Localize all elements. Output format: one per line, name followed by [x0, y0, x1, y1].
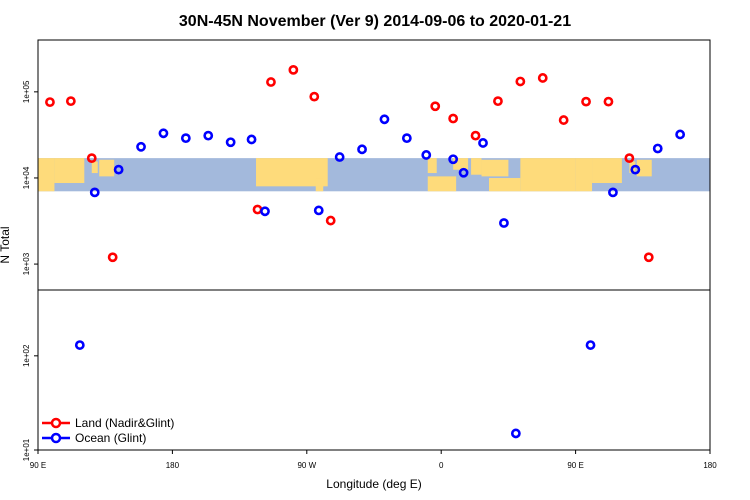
- point-ocean: [357, 144, 367, 155]
- point-land: [45, 97, 55, 108]
- point-ocean: [334, 152, 345, 162]
- point-land: [309, 91, 320, 102]
- y-tick-label: 1e+01: [22, 438, 31, 461]
- point-ocean: [608, 187, 618, 198]
- point-ocean: [313, 205, 324, 216]
- land-north-africa: [427, 176, 457, 192]
- point-land: [107, 252, 118, 263]
- land-north-america-florida: [315, 178, 324, 192]
- point-land: [493, 96, 503, 107]
- land-italy: [453, 158, 469, 170]
- point-land: [325, 215, 336, 226]
- point-ocean: [74, 340, 85, 350]
- point-land: [430, 101, 441, 112]
- x-tick-label: 180: [703, 461, 717, 470]
- x-tick-label: 0: [439, 461, 444, 470]
- point-land: [288, 64, 299, 75]
- y-tick-label: 1e+04: [22, 166, 31, 189]
- point-ocean: [499, 218, 509, 228]
- legend-marker-ocean: [50, 432, 62, 444]
- point-ocean: [246, 134, 257, 145]
- plot-frame: [37, 39, 711, 451]
- point-ocean: [89, 187, 100, 198]
- y-tick-label: 1e+02: [22, 344, 31, 367]
- point-ocean: [158, 128, 169, 139]
- land-turkey: [481, 159, 509, 177]
- point-land: [266, 77, 276, 87]
- point-ocean: [675, 129, 686, 140]
- point-ocean: [180, 133, 191, 144]
- x-tick-label: 90 E: [567, 461, 583, 470]
- land-japan: [99, 159, 115, 177]
- point-ocean: [225, 137, 236, 148]
- data-points: [45, 64, 686, 439]
- land-asia-east: [575, 158, 593, 192]
- legend-label-ocean: Ocean (Glint): [75, 431, 146, 445]
- legend-item-land: Land (Nadir&Glint): [42, 416, 174, 430]
- point-land: [65, 96, 76, 107]
- legend-label-land: Land (Nadir&Glint): [75, 416, 174, 430]
- point-land: [558, 115, 569, 125]
- point-land: [624, 153, 635, 164]
- x-tick-label: 180: [166, 461, 180, 470]
- legend: Land (Nadir&Glint) Ocean (Glint): [42, 416, 174, 445]
- y-tick-label: 1e+05: [22, 80, 31, 103]
- x-axis: 90 E 180 90 W 0 90 E 180: [30, 450, 717, 470]
- y-axis-label: N Total: [0, 226, 12, 263]
- x-axis-label: Longitude (deg E): [326, 477, 421, 491]
- point-ocean: [458, 167, 469, 178]
- point-ocean: [510, 428, 521, 439]
- point-ocean: [401, 133, 412, 144]
- point-land: [470, 130, 481, 141]
- point-ocean: [113, 164, 124, 175]
- land-iberia: [427, 158, 437, 174]
- point-ocean: [630, 164, 641, 175]
- land-china: [54, 158, 85, 184]
- point-ocean: [478, 138, 488, 148]
- y-tick-label: 1e+03: [22, 252, 31, 275]
- land-korea: [91, 161, 98, 174]
- land-japan-2: [636, 159, 652, 177]
- point-ocean: [136, 141, 146, 152]
- point-land: [581, 96, 591, 107]
- point-ocean: [585, 340, 596, 350]
- point-ocean: [652, 143, 663, 154]
- legend-item-ocean: Ocean (Glint): [42, 431, 146, 445]
- point-ocean: [260, 206, 270, 217]
- y-axis: 1e+01 1e+02 1e+03 1e+04 1e+05: [22, 80, 38, 461]
- legend-marker-land: [50, 417, 62, 429]
- point-ocean: [379, 114, 390, 125]
- land-middle-east: [488, 178, 521, 192]
- point-land: [86, 153, 97, 164]
- map-band: [38, 158, 710, 192]
- x-tick-label: 90 W: [297, 461, 316, 470]
- land-balkans: [471, 158, 482, 175]
- point-ocean: [203, 130, 214, 141]
- point-land: [603, 96, 614, 107]
- point-land: [448, 113, 459, 124]
- point-land: [537, 73, 548, 83]
- land-china-2: [592, 158, 622, 184]
- chart-title: 30N-45N November (Ver 9) 2014-09-06 to 2…: [179, 13, 571, 30]
- point-land: [515, 76, 526, 87]
- point-ocean: [421, 150, 432, 160]
- land-asia-west: [38, 158, 55, 192]
- point-ocean: [448, 154, 459, 165]
- x-tick-label: 90 E: [30, 461, 46, 470]
- point-land: [643, 252, 654, 263]
- land-central-asia: [520, 158, 576, 192]
